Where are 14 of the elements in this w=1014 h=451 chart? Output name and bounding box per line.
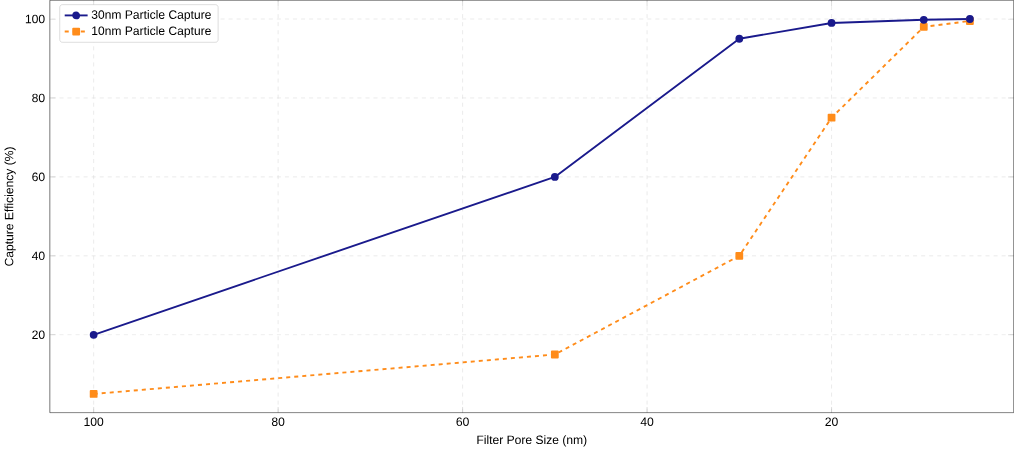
legend-label: 10nm Particle Capture bbox=[92, 26, 211, 38]
x-tick-label: 40 bbox=[640, 417, 654, 427]
y-tick-label: 40 bbox=[31, 251, 45, 261]
y-tick-label: 80 bbox=[32, 93, 45, 103]
x-tick-label: 80 bbox=[271, 417, 285, 427]
y-tick-label: 60 bbox=[32, 172, 45, 182]
x-tick-label: 60 bbox=[456, 417, 469, 427]
y-tick-label: 20 bbox=[32, 330, 45, 340]
y-tick-label: 100 bbox=[25, 14, 45, 24]
x-tick-label: 100 bbox=[84, 417, 104, 427]
x-tick-label: 20 bbox=[825, 417, 838, 427]
x-axis-title: Filter Pore Size (nm) bbox=[477, 435, 587, 447]
legend-label: 30nm Particle Capture bbox=[91, 10, 211, 22]
y-axis-title: Capture Efficiency (%) bbox=[4, 147, 16, 266]
